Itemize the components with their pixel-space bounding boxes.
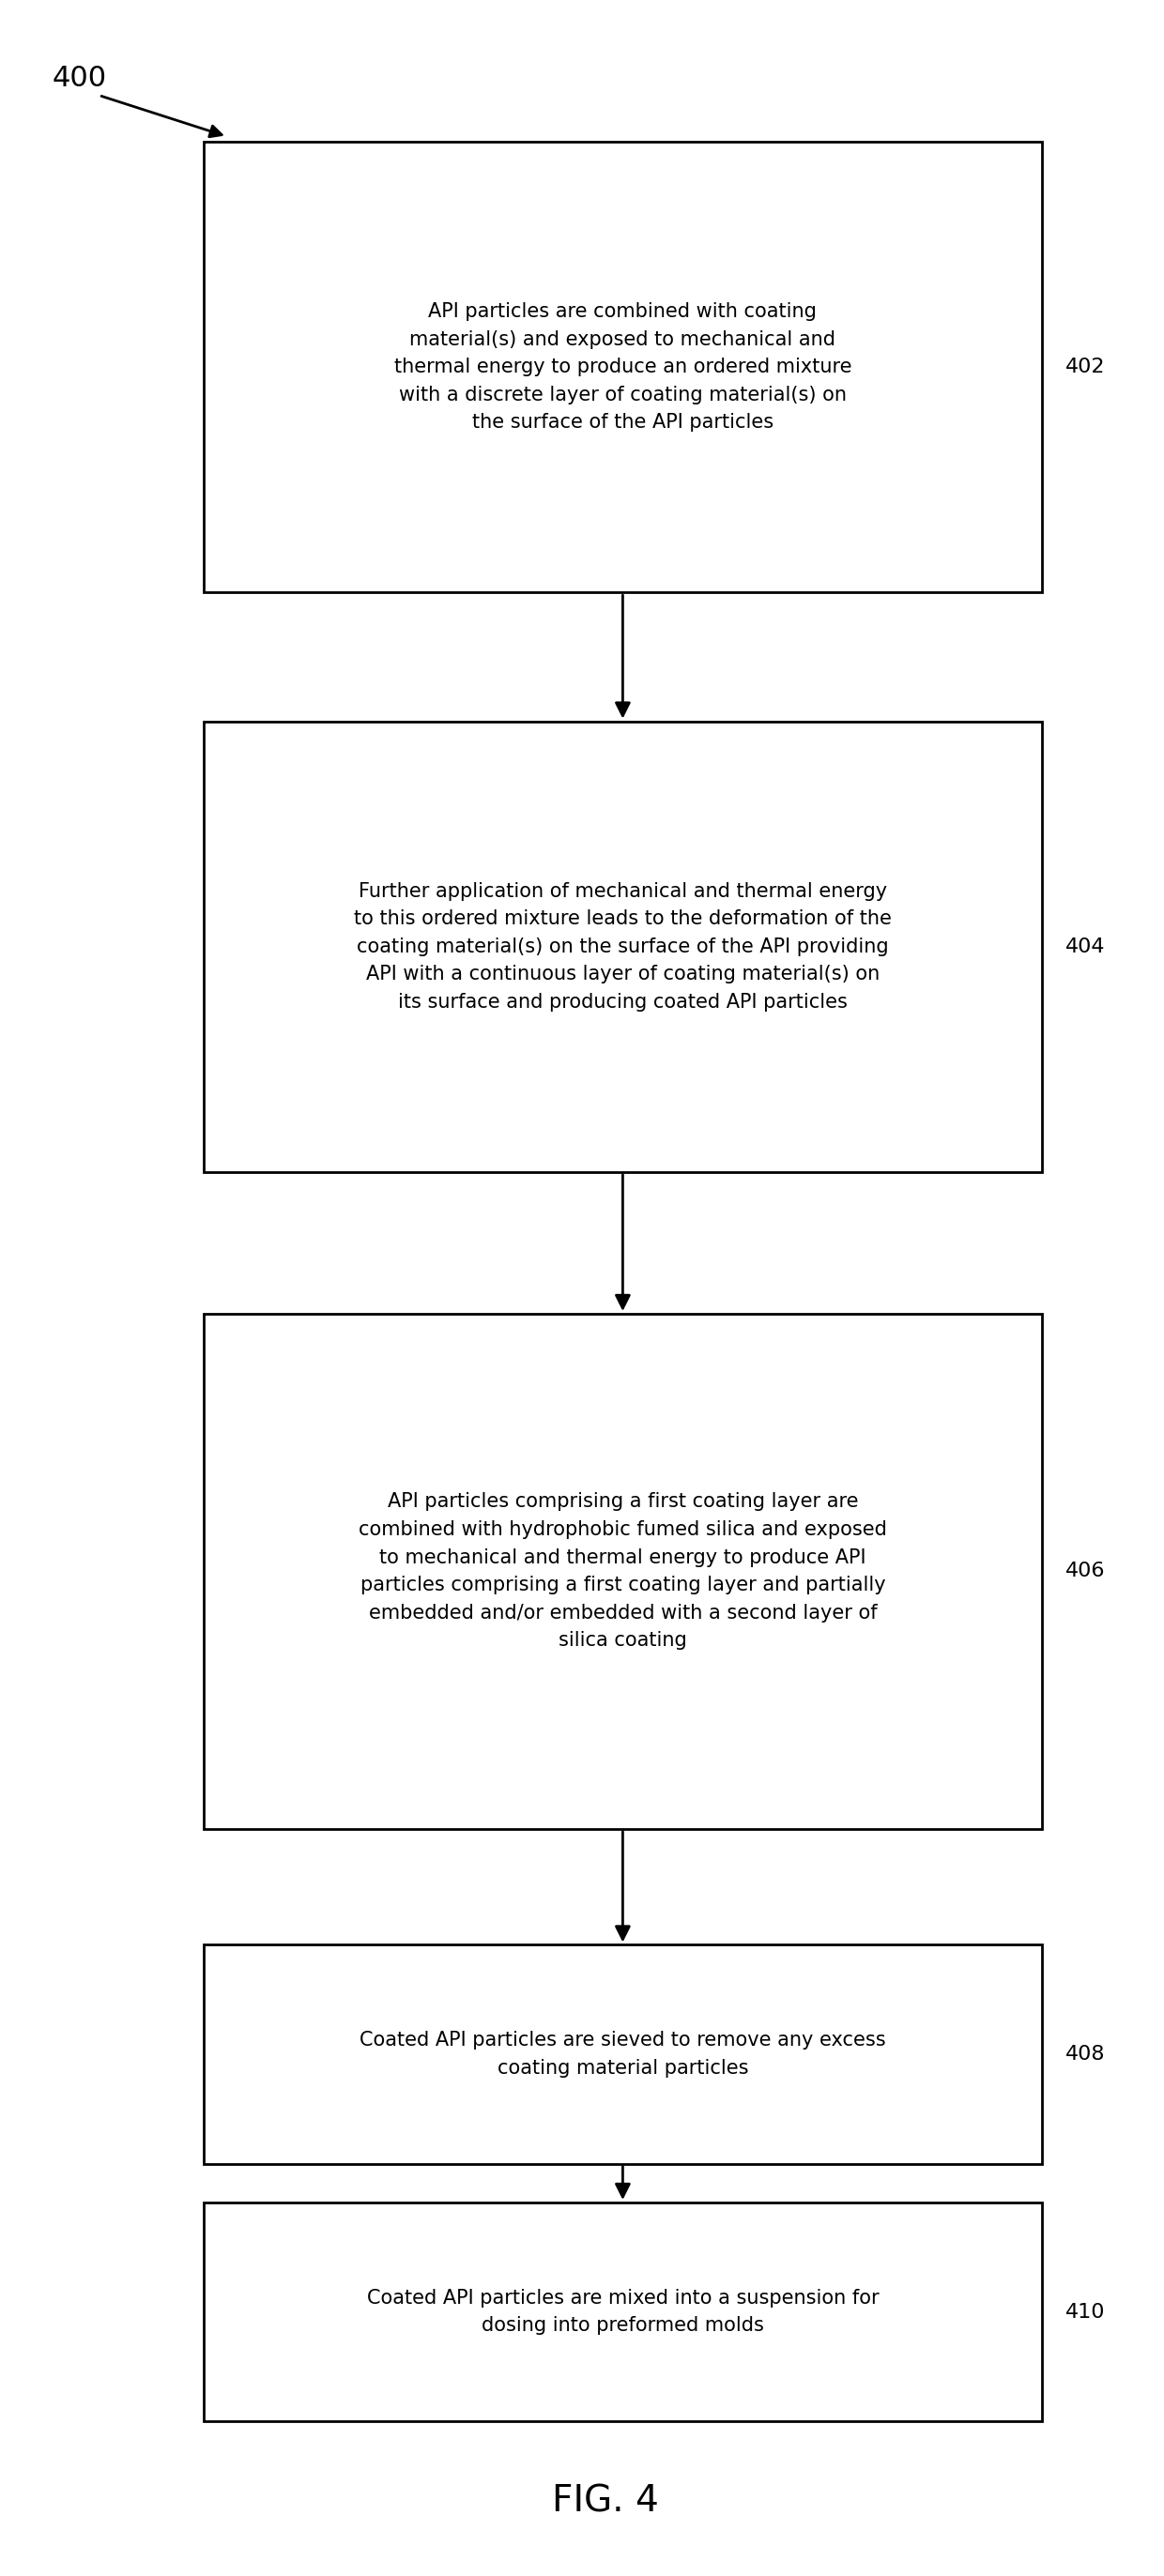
Text: 408: 408 xyxy=(1065,2045,1105,2063)
Text: API particles are combined with coating
material(s) and exposed to mechanical an: API particles are combined with coating … xyxy=(393,301,852,433)
Text: 400: 400 xyxy=(52,64,107,93)
Text: Coated API particles are sieved to remove any excess
coating material particles: Coated API particles are sieved to remov… xyxy=(360,2030,886,2079)
Text: FIG. 4: FIG. 4 xyxy=(552,2483,659,2519)
FancyBboxPatch shape xyxy=(204,721,1042,1172)
FancyBboxPatch shape xyxy=(204,2202,1042,2421)
Text: Further application of mechanical and thermal energy
to this ordered mixture lea: Further application of mechanical and th… xyxy=(354,881,892,1012)
Text: API particles comprising a first coating layer are
combined with hydrophobic fum: API particles comprising a first coating… xyxy=(359,1492,887,1651)
Text: 404: 404 xyxy=(1065,938,1105,956)
Text: Coated API particles are mixed into a suspension for
dosing into preformed molds: Coated API particles are mixed into a su… xyxy=(367,2287,879,2336)
FancyBboxPatch shape xyxy=(204,142,1042,592)
Text: 402: 402 xyxy=(1065,358,1105,376)
FancyBboxPatch shape xyxy=(204,1314,1042,1829)
Text: 410: 410 xyxy=(1065,2303,1105,2321)
Text: 406: 406 xyxy=(1065,1561,1105,1582)
FancyBboxPatch shape xyxy=(204,1945,1042,2164)
